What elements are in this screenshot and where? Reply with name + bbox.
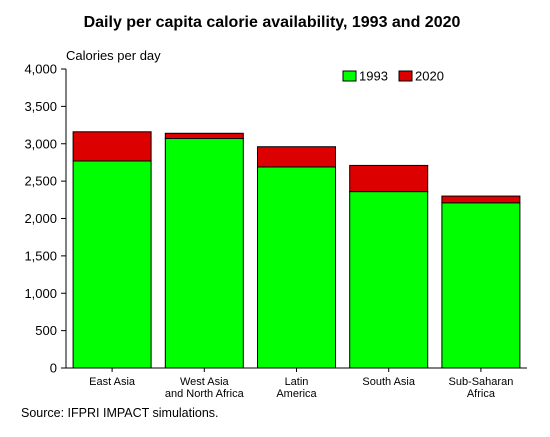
bar-2020-1 (164, 132, 244, 140)
bar-2020-3 (349, 164, 429, 193)
category-label: South Asia (362, 376, 415, 388)
y-tick-label: 500 (35, 323, 57, 338)
category-label: and North Africa (165, 388, 245, 400)
legend-swatch-1993 (342, 70, 357, 82)
bar-1993-4 (441, 202, 521, 369)
category-label: America (276, 388, 317, 400)
y-tick-label: 3,000 (24, 136, 57, 151)
bar-1993-0 (72, 160, 152, 369)
category-label: West Asia (180, 376, 230, 388)
y-tick-label: 1,500 (24, 248, 57, 263)
bars (72, 131, 521, 369)
y-tick-label: 1,000 (24, 286, 57, 301)
bar-1993-2 (257, 166, 336, 369)
bar-2020-0 (72, 131, 152, 162)
bar-1993-3 (349, 191, 429, 369)
legend-label-2020: 2020 (415, 69, 444, 84)
source-note: Source: IFPRI IMPACT simulations. (21, 406, 219, 420)
y-tick-label: 2,500 (24, 174, 57, 189)
y-axis-label: Calories per day (66, 48, 161, 63)
legend: 1993 2020 (342, 69, 444, 84)
y-tick-label: 2,000 (24, 211, 57, 226)
bar-2020-4 (441, 195, 521, 204)
category-label: East Asia (89, 376, 136, 388)
y-tick-label: 0 (50, 361, 57, 376)
category-label: Sub-Saharan (448, 376, 513, 388)
y-tick-label: 3,500 (24, 99, 57, 114)
category-label: Latin (285, 376, 309, 388)
bar-2020-2 (257, 146, 336, 168)
bar-1993-1 (164, 138, 244, 369)
y-tick-label: 4,000 (24, 62, 57, 77)
category-label: Africa (467, 388, 496, 400)
legend-label-1993: 1993 (359, 69, 388, 84)
legend-swatch-2020 (398, 70, 413, 82)
axes: 0 500 1,000 1,500 2,000 2,500 3,000 3,500 4,000 (24, 62, 527, 376)
chart-title: Daily per capita calorie availability, 1… (84, 14, 461, 31)
